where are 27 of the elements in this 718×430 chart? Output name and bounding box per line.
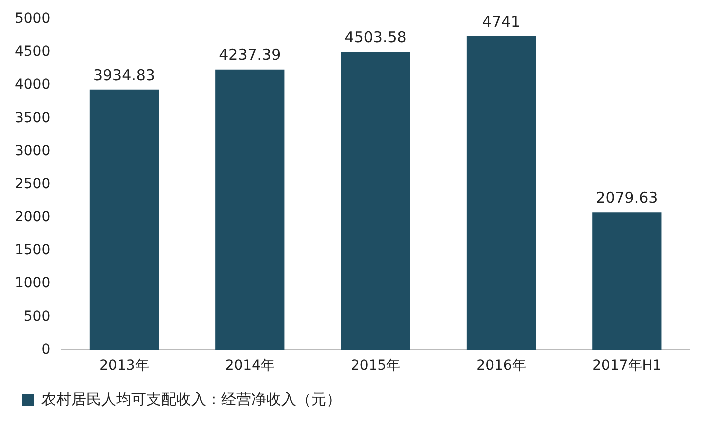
x-tick-label: 2015年 [350, 358, 401, 374]
bar [592, 212, 662, 350]
data-label: 3934.83 [93, 66, 156, 84]
x-tick-label: 2013年 [100, 358, 150, 374]
bar [90, 90, 160, 350]
y-tick-label: 5000 [14, 11, 51, 28]
data-label: 4503.58 [344, 28, 407, 47]
bar [341, 52, 410, 350]
legend-label: 农村居民人均可支配收入：经营净收入（元） [42, 390, 342, 408]
data-label: 2079.63 [596, 189, 658, 207]
bar [466, 36, 536, 350]
bar [216, 70, 285, 350]
x-tick-label: 2017年H1 [592, 358, 662, 374]
x-tick-label: 2016年 [476, 358, 526, 374]
data-label: 4237.39 [219, 46, 282, 64]
y-tick-label: 4500 [14, 44, 51, 60]
y-tick-label: 0 [42, 342, 51, 358]
y-tick-label: 2500 [14, 176, 51, 192]
y-tick-label: 3000 [14, 143, 51, 160]
x-tick-label: 2014年 [225, 358, 275, 374]
y-tick-label: 3500 [14, 110, 51, 126]
y-tick-label: 1500 [14, 242, 51, 259]
y-tick-label: 500 [24, 308, 51, 325]
y-tick-label: 4000 [14, 77, 51, 94]
y-tick-label: 1000 [14, 276, 51, 292]
y-tick-label: 2000 [14, 210, 51, 226]
data-label: 4741 [482, 12, 521, 31]
